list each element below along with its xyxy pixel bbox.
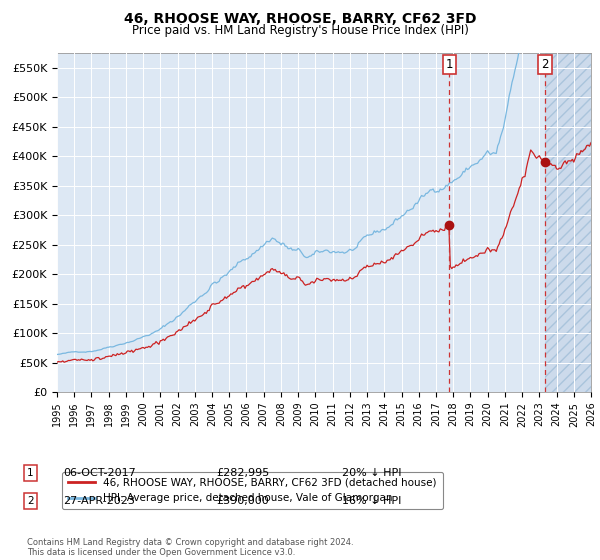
Legend: 46, RHOOSE WAY, RHOOSE, BARRY, CF62 3FD (detached house), HPI: Average price, de: 46, RHOOSE WAY, RHOOSE, BARRY, CF62 3FD … bbox=[62, 472, 443, 510]
Text: 1: 1 bbox=[27, 468, 34, 478]
Text: 1: 1 bbox=[446, 58, 453, 71]
Text: 27-APR-2023: 27-APR-2023 bbox=[63, 496, 135, 506]
Text: £390,000: £390,000 bbox=[216, 496, 269, 506]
Text: Contains HM Land Registry data © Crown copyright and database right 2024.
This d: Contains HM Land Registry data © Crown c… bbox=[27, 538, 353, 557]
Bar bbox=[545, 53, 591, 392]
Text: £282,995: £282,995 bbox=[216, 468, 269, 478]
Text: 06-OCT-2017: 06-OCT-2017 bbox=[63, 468, 136, 478]
Text: Price paid vs. HM Land Registry's House Price Index (HPI): Price paid vs. HM Land Registry's House … bbox=[131, 24, 469, 36]
Text: 2: 2 bbox=[541, 58, 549, 71]
Text: 16% ↓ HPI: 16% ↓ HPI bbox=[342, 496, 401, 506]
Text: 2: 2 bbox=[27, 496, 34, 506]
Text: 20% ↓ HPI: 20% ↓ HPI bbox=[342, 468, 401, 478]
Text: 46, RHOOSE WAY, RHOOSE, BARRY, CF62 3FD: 46, RHOOSE WAY, RHOOSE, BARRY, CF62 3FD bbox=[124, 12, 476, 26]
